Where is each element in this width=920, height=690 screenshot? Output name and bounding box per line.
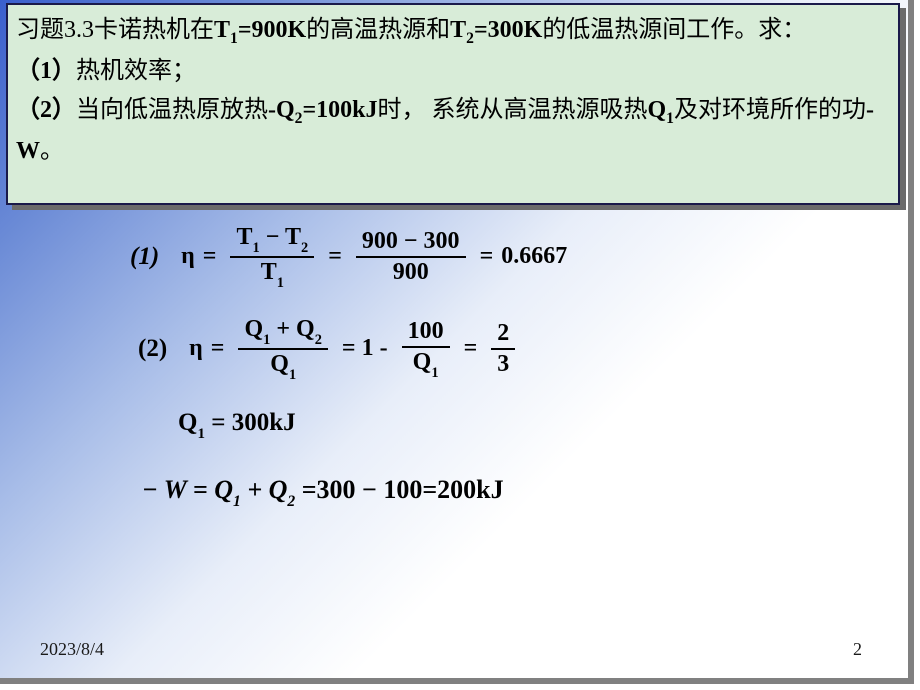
fraction: Q1 + Q2 Q1 <box>238 317 327 381</box>
denominator: 900 <box>387 258 435 285</box>
equation-4: − W = Q1 + Q2 =300 − 100=200kJ <box>142 475 870 509</box>
t2-val: =300K <box>474 17 542 43</box>
q2-text: 及对环境所作的功 <box>674 97 866 123</box>
numerator: Q1 + Q2 <box>238 317 327 350</box>
equals: = <box>328 243 342 270</box>
equals: = <box>203 243 217 270</box>
footer-page-number: 2 <box>853 639 862 660</box>
denominator: Q1 <box>407 348 445 379</box>
denominator: T1 <box>255 258 290 289</box>
eta-symbol: η <box>189 335 203 362</box>
q2-label: （2） <box>16 97 76 123</box>
t1-val: =900K <box>238 17 306 43</box>
problem-box: 习题3.3卡诺热机在T1=900K的高温热源和T2=300K的低温热源间工作。求… <box>6 3 900 205</box>
q1-sub: 1 <box>197 426 205 442</box>
fraction: 900 − 300 900 <box>356 229 466 285</box>
fraction: 2 3 <box>491 321 515 377</box>
eq4-rhs: =300 − 100=200kJ <box>295 475 503 504</box>
eq4-lhs: − W = Q <box>142 475 233 504</box>
q1-sub: 1 <box>666 110 674 127</box>
one-minus: = 1 - <box>342 335 388 362</box>
t1-var: T <box>214 17 230 43</box>
q2-var: -Q <box>268 97 295 123</box>
equation-2: (2) η = Q1 + Q2 Q1 = 1 - 100 Q1 = 2 3 <box>138 317 870 381</box>
equals: = <box>211 335 225 362</box>
footer-date: 2023/8/4 <box>40 639 104 660</box>
eq1-result: 0.6667 <box>501 243 567 270</box>
t2-sub: 2 <box>466 30 474 47</box>
problem-text: 的低温热源间工作。求： <box>542 17 806 43</box>
slide: 习题3.3卡诺热机在T1=900K的高温热源和T2=300K的低温热源间工作。求… <box>0 0 908 678</box>
q2-text: 当向低温热原放热 <box>76 97 268 123</box>
denominator: 3 <box>491 350 515 377</box>
denominator: Q1 <box>264 350 302 381</box>
problem-text: 的高温热源和 <box>306 17 450 43</box>
problem-text: 习题3.3卡诺热机在 <box>16 17 214 43</box>
equation-3: Q1 = 300kJ <box>178 409 870 441</box>
q1-val: = 300kJ <box>205 409 296 436</box>
numerator: 100 <box>402 319 450 348</box>
numerator: 900 − 300 <box>356 229 466 258</box>
q1-text: 热机效率； <box>76 58 196 84</box>
numerator: 2 <box>491 321 515 350</box>
eq1-label: (1) <box>130 243 159 271</box>
numerator: T1 − T2 <box>230 225 314 258</box>
q2-text: 时， 系统从高温热源吸热 <box>378 97 648 123</box>
equation-1: (1) η = T1 − T2 T1 = 900 − 300 900 = 0.6… <box>130 225 870 289</box>
equals: = <box>464 335 478 362</box>
eq2-label: (2) <box>138 335 167 363</box>
solutions-area: (1) η = T1 − T2 T1 = 900 − 300 900 = 0.6… <box>130 225 870 509</box>
q1-var: Q <box>648 97 667 123</box>
t1-sub: 1 <box>230 30 238 47</box>
q1-var: Q <box>178 409 197 436</box>
equals: = <box>480 243 494 270</box>
eta-symbol: η <box>181 243 195 270</box>
q1-label: （1） <box>16 58 76 84</box>
fraction: 100 Q1 <box>402 319 450 379</box>
q2-val: =100kJ <box>302 97 377 123</box>
t2-var: T <box>450 17 466 43</box>
q2-text: 。 <box>40 138 64 164</box>
fraction: T1 − T2 T1 <box>230 225 314 289</box>
